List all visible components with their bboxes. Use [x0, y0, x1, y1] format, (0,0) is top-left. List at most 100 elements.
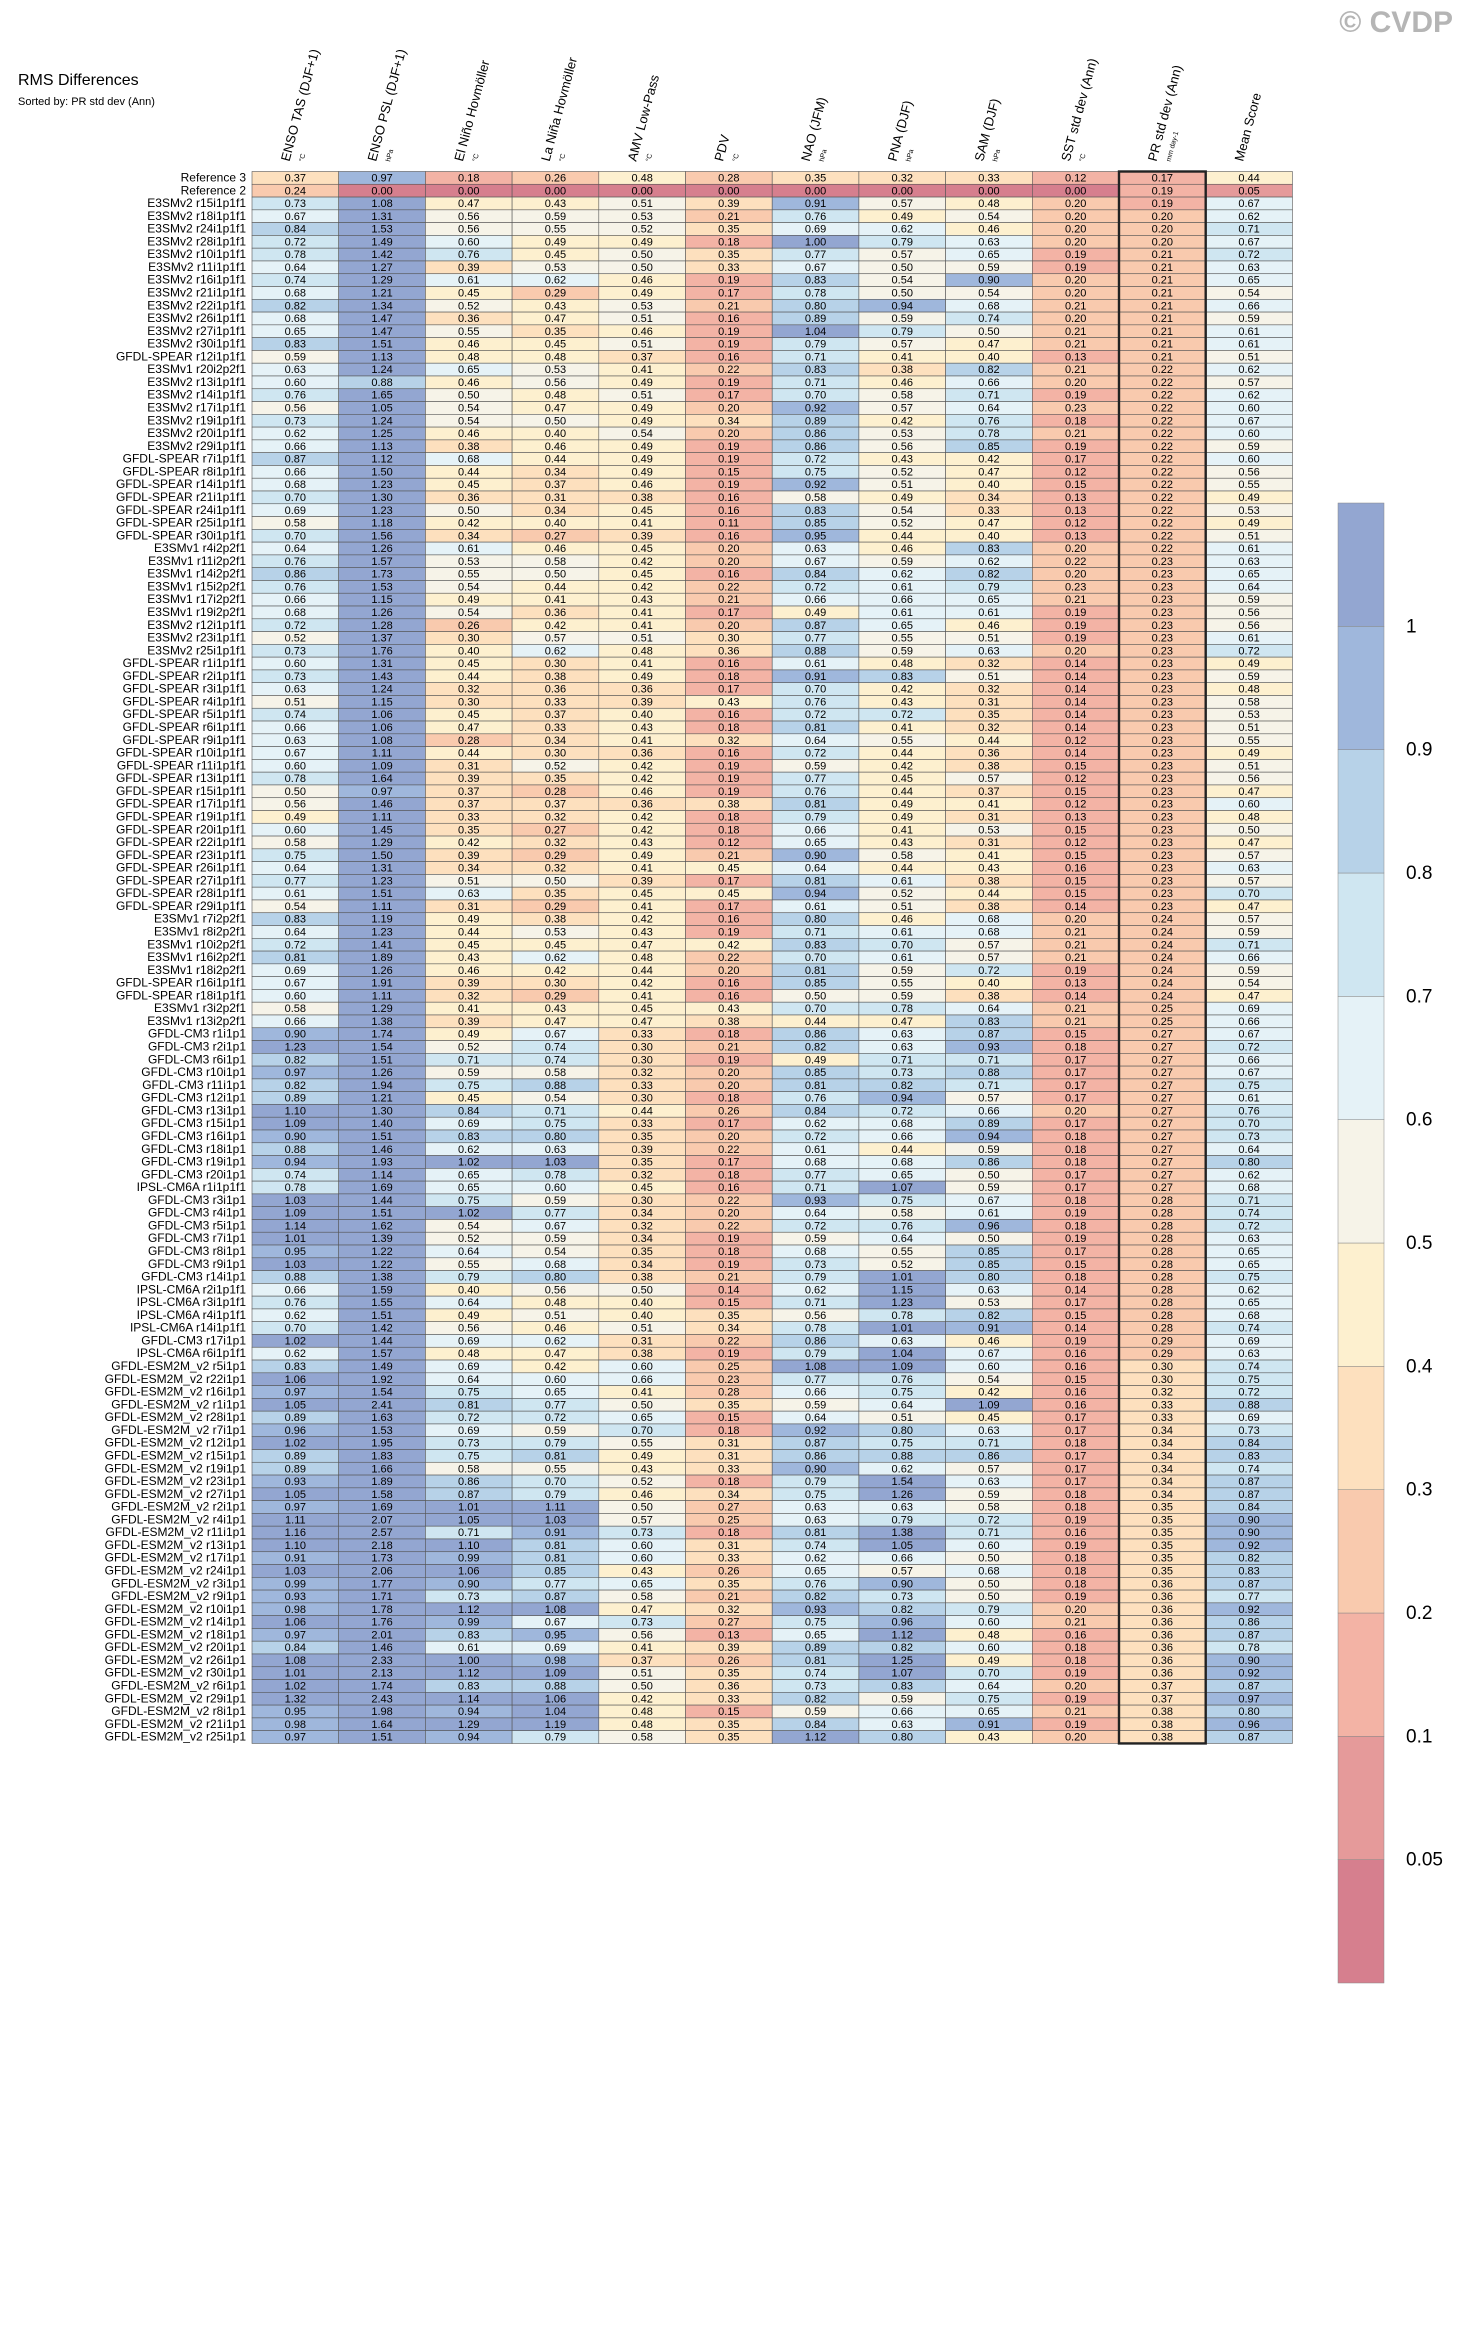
cell-value: 0.89 — [978, 1118, 999, 1130]
cell-value: 0.49 — [1238, 492, 1259, 504]
cell-value: 0.20 — [718, 1208, 739, 1220]
cell-value: 0.97 — [371, 786, 392, 798]
cell-value: 0.18 — [1065, 1489, 1086, 1501]
cell-value: 1.11 — [372, 748, 393, 760]
cell-value: 1.15 — [371, 594, 392, 606]
cell-value: 0.57 — [978, 1093, 999, 1105]
cell-value: 0.59 — [545, 211, 566, 223]
cell-value: 0.27 — [1152, 1080, 1173, 1092]
cell-value: 0.48 — [545, 390, 566, 402]
cell-value: 0.17 — [718, 288, 739, 300]
cell-value: 0.49 — [631, 377, 652, 389]
cell-value: 1.12 — [892, 1629, 913, 1641]
cell-value: 0.18 — [1065, 1655, 1086, 1667]
cell-value: 0.41 — [631, 658, 652, 670]
cell-value: 0.33 — [1152, 1412, 1173, 1424]
cell-value: 0.64 — [1238, 1144, 1259, 1156]
cell-value: 0.95 — [285, 1706, 306, 1718]
cell-value: 0.55 — [892, 1246, 913, 1258]
cell-value: 0.05 — [1238, 185, 1259, 197]
cell-value: 0.89 — [805, 1642, 826, 1654]
cell-value: 0.30 — [718, 633, 739, 645]
colorbar-tick-label: 0.4 — [1406, 1356, 1433, 1377]
cell-value: 0.74 — [805, 1540, 826, 1552]
cell-value: 0.71 — [978, 1080, 999, 1092]
cell-value: 0.82 — [978, 364, 999, 376]
cell-value: 1.09 — [892, 1361, 913, 1373]
cell-value: 0.53 — [1238, 505, 1259, 517]
cell-value: 0.23 — [1152, 556, 1173, 568]
cell-value: 0.58 — [631, 1591, 652, 1603]
cell-value: 1.02 — [285, 1335, 306, 1347]
cell-value: 1.44 — [371, 1335, 392, 1347]
column-header: PR std dev (Ann) — [1145, 63, 1185, 163]
cell-value: 0.35 — [545, 326, 566, 338]
cell-value: 1.54 — [892, 1476, 913, 1488]
cell-value: 0.25 — [1152, 1016, 1173, 1028]
cell-value: 0.16 — [718, 748, 739, 760]
cell-value: 1.07 — [892, 1182, 913, 1194]
cell-value: 0.19 — [718, 339, 739, 351]
cell-value: 0.42 — [978, 454, 999, 466]
cell-value: 0.33 — [718, 1463, 739, 1475]
cell-value: 0.36 — [1152, 1578, 1173, 1590]
cell-value: 0.28 — [1152, 1272, 1173, 1284]
cell-value: 0.68 — [892, 1118, 913, 1130]
cell-value: 0.63 — [978, 236, 999, 248]
cell-value: 0.54 — [892, 505, 913, 517]
cell-value: 0.21 — [1152, 288, 1173, 300]
colorbar-segment — [1337, 1119, 1385, 1244]
cell-value: 0.18 — [1065, 1272, 1086, 1284]
cell-value: 0.19 — [718, 275, 739, 287]
cell-value: 0.81 — [545, 1553, 566, 1565]
cell-value: 0.24 — [1152, 914, 1173, 926]
cell-value: 0.92 — [805, 479, 826, 491]
cell-value: 0.45 — [631, 1182, 652, 1194]
cell-value: 0.58 — [805, 492, 826, 504]
cell-value: 0.45 — [545, 249, 566, 261]
cell-value: 0.46 — [892, 914, 913, 926]
cell-value: 0.75 — [805, 466, 826, 478]
cell-value: 0.54 — [978, 211, 999, 223]
cell-value: 1.32 — [285, 1693, 306, 1705]
cell-value: 0.27 — [545, 824, 566, 836]
cell-value: 0.82 — [805, 1693, 826, 1705]
cell-value: 0.00 — [545, 185, 566, 197]
cell-value: 1.54 — [371, 1387, 392, 1399]
cell-value: 1.23 — [371, 479, 392, 491]
cell-value: 0.41 — [978, 850, 999, 862]
cell-value: 0.45 — [631, 1003, 652, 1015]
cell-value: 0.49 — [805, 1054, 826, 1066]
cell-value: 0.84 — [285, 1642, 306, 1654]
cell-value: 0.70 — [892, 939, 913, 951]
cell-value: 0.27 — [545, 530, 566, 542]
cell-value: 0.68 — [978, 914, 999, 926]
cell-value: 0.59 — [545, 1195, 566, 1207]
cell-value: 0.87 — [1238, 1489, 1259, 1501]
cell-value: 0.23 — [1152, 863, 1173, 875]
cell-value: 0.54 — [1238, 978, 1259, 990]
cell-value: 0.82 — [1238, 1553, 1259, 1565]
cell-value: 0.82 — [892, 1642, 913, 1654]
cell-value: 0.15 — [1065, 479, 1086, 491]
cell-value: 0.94 — [458, 1706, 479, 1718]
cell-value: 0.16 — [718, 351, 739, 363]
cell-value: 0.84 — [805, 569, 826, 581]
cell-value: 0.28 — [1152, 1297, 1173, 1309]
cell-value: 0.39 — [458, 262, 479, 274]
cell-value: 0.45 — [458, 939, 479, 951]
cell-value: 0.22 — [1065, 556, 1086, 568]
cell-value: 0.89 — [805, 313, 826, 325]
cell-value: 0.49 — [631, 403, 652, 415]
cell-value: 1.63 — [371, 1412, 392, 1424]
cell-value: 2.18 — [371, 1540, 392, 1552]
cell-value: 0.71 — [458, 1054, 479, 1066]
cell-value: 0.28 — [718, 1387, 739, 1399]
cell-value: 0.75 — [892, 1438, 913, 1450]
cell-value: 0.66 — [631, 1374, 652, 1386]
cell-value: 0.91 — [285, 1553, 306, 1565]
column-header: PDV — [711, 133, 732, 163]
cell-value: 0.44 — [458, 927, 479, 939]
cell-value: 0.33 — [718, 1693, 739, 1705]
cell-value: 0.59 — [805, 760, 826, 772]
